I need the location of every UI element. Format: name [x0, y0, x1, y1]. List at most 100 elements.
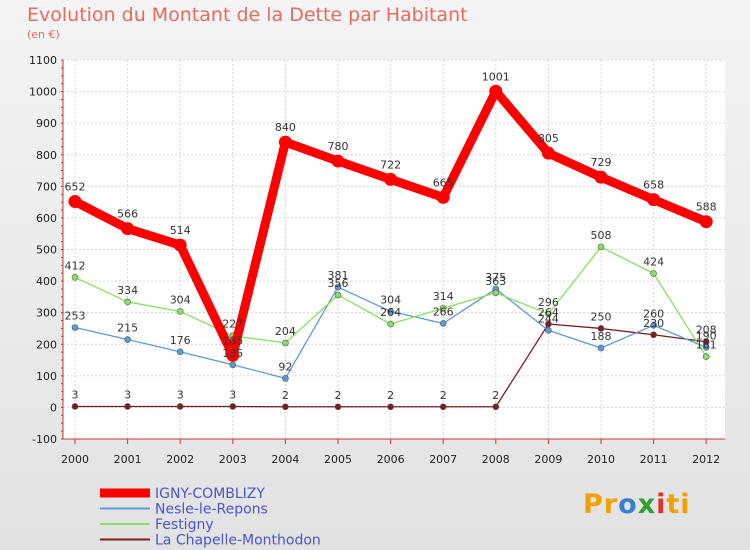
data-point — [650, 270, 657, 277]
data-label: 2 — [492, 389, 499, 402]
y-tick-label: 400 — [36, 275, 57, 288]
data-label: 2 — [282, 389, 289, 402]
data-label: 135 — [222, 347, 243, 360]
data-label: 250 — [591, 310, 612, 323]
data-point — [71, 403, 79, 410]
x-tick-label: 2008 — [482, 453, 510, 466]
x-tick-label: 2007 — [429, 453, 457, 466]
data-label: 304 — [380, 293, 401, 306]
data-label: 165 — [222, 334, 243, 347]
data-label: 658 — [643, 179, 664, 192]
logo-letter: t — [666, 489, 681, 520]
data-point — [334, 291, 342, 299]
data-point — [489, 84, 503, 98]
data-point — [597, 243, 605, 251]
logo-letter: i — [680, 489, 691, 520]
data-label: 253 — [65, 310, 86, 323]
data-label: 381 — [328, 269, 349, 282]
data-point — [545, 320, 552, 328]
data-label: 264 — [380, 306, 401, 319]
data-label: 2 — [387, 389, 394, 402]
data-point — [176, 348, 184, 356]
data-label: 161 — [696, 339, 717, 352]
data-label: 665 — [433, 176, 454, 189]
data-label: 375 — [485, 271, 506, 284]
x-tick-label: 2010 — [587, 453, 615, 466]
y-tick-label: 1100 — [29, 54, 57, 67]
data-label: 244 — [538, 312, 559, 325]
y-tick-label: 0 — [50, 401, 57, 414]
data-label: 176 — [170, 334, 191, 347]
data-point — [173, 238, 187, 252]
legend-label: Nesle-le-Repons — [155, 502, 268, 518]
data-label: 3 — [72, 388, 79, 401]
y-tick-label: 800 — [36, 149, 57, 162]
data-label: 840 — [275, 121, 296, 134]
y-tick-label: 700 — [36, 180, 57, 193]
logo-letter: o — [618, 489, 638, 520]
data-point — [702, 344, 710, 351]
logo-letter: r — [603, 489, 619, 520]
data-point — [384, 172, 398, 186]
data-label: 3 — [177, 388, 184, 401]
data-point — [702, 353, 710, 360]
data-point — [699, 215, 713, 229]
data-label: 334 — [117, 284, 138, 297]
data-point — [597, 325, 605, 332]
y-tick-label: 300 — [36, 307, 57, 320]
data-point — [650, 321, 657, 329]
data-point — [68, 194, 82, 208]
legend-label: Festigny — [155, 517, 214, 533]
data-label: 588 — [696, 201, 717, 214]
data-point — [176, 308, 184, 315]
data-point — [282, 339, 289, 347]
data-label: 190 — [696, 329, 717, 342]
data-point — [124, 336, 131, 343]
data-label: 1001 — [482, 70, 510, 83]
data-label: 2 — [335, 389, 342, 402]
data-point — [229, 403, 237, 410]
data-point — [594, 170, 608, 184]
data-point — [647, 193, 661, 207]
data-label: 304 — [170, 293, 191, 306]
data-point — [71, 273, 79, 281]
data-point — [439, 403, 447, 411]
data-label: 722 — [380, 158, 401, 171]
plot-area — [63, 60, 725, 439]
data-point — [331, 154, 345, 168]
x-tick-label: 2009 — [534, 453, 562, 466]
data-label: 652 — [65, 180, 86, 193]
data-point — [439, 304, 447, 312]
data-label: 2 — [440, 389, 447, 402]
data-label: 805 — [538, 132, 559, 145]
data-label: 412 — [65, 259, 86, 272]
x-tick-label: 2001 — [114, 453, 142, 466]
data-point — [650, 331, 657, 339]
data-point — [334, 403, 342, 411]
data-point — [282, 375, 289, 382]
legend-label: IGNY-COMBLIZY — [155, 486, 265, 502]
data-point — [278, 135, 292, 149]
data-label: 424 — [643, 256, 664, 269]
x-tick-label: 2004 — [271, 453, 299, 466]
y-tick-label: 100 — [36, 370, 57, 383]
data-point — [229, 361, 237, 369]
data-point — [439, 320, 447, 327]
x-tick-label: 2002 — [166, 453, 194, 466]
data-label: 208 — [696, 324, 717, 337]
data-label: 230 — [643, 317, 664, 330]
data-point — [387, 403, 394, 411]
logo-letter: i — [656, 489, 667, 520]
x-tick-label: 2005 — [324, 453, 352, 466]
y-tick-label: 500 — [36, 244, 57, 257]
data-label: 296 — [538, 296, 559, 309]
chart-title: Evolution du Montant de la Dette par Hab… — [27, 4, 468, 26]
data-label: 566 — [117, 208, 138, 221]
data-label: 363 — [485, 275, 506, 288]
data-label: 780 — [328, 140, 349, 153]
x-tick-label: 2000 — [61, 453, 89, 466]
y-tick-label: 1000 — [29, 86, 57, 99]
y-tick-label: -100 — [32, 433, 57, 446]
data-point — [597, 344, 605, 352]
